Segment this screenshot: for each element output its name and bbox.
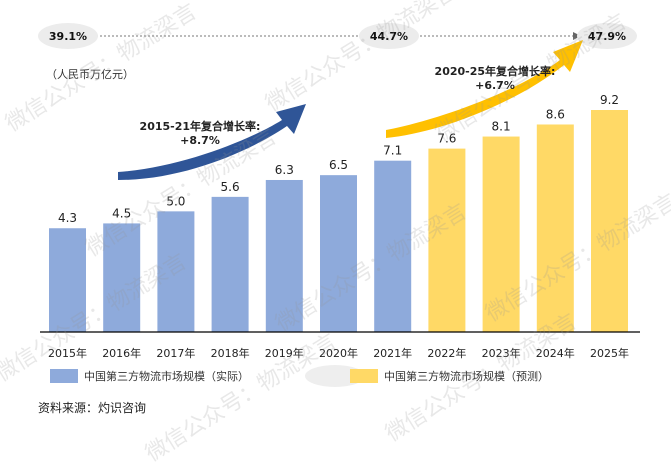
value-label: 7.1 <box>383 144 402 158</box>
x-tick-label: 2015年 <box>48 346 87 360</box>
legend-forecast-label: 中国第三方物流市场规模（预测） <box>384 370 549 383</box>
legend-actual: 中国第三方物流市场规模（实际） <box>50 368 249 384</box>
share-marker-bubble <box>577 23 637 49</box>
x-tick-label: 2017年 <box>156 346 195 360</box>
share-marker-label: 44.7% <box>370 30 408 43</box>
value-label: 5.6 <box>221 180 240 194</box>
bar-2022年 <box>428 148 466 332</box>
cagr-label-line: 2020-25年复合增长率: <box>435 64 556 78</box>
bar-2025年 <box>591 110 628 332</box>
bars <box>49 110 628 333</box>
value-label: 5.0 <box>166 194 185 208</box>
unit-label: （人民币万亿元） <box>46 68 134 81</box>
x-tick-label: 2022年 <box>427 346 466 360</box>
growth-arrows: 2015-21年复合增长率: +8.7% 2020-25年复合增长率: +6.7% <box>118 40 583 180</box>
x-tick-label: 2023年 <box>482 346 521 360</box>
bar-2018年 <box>211 196 249 332</box>
legend-actual-label: 中国第三方物流市场规模（实际） <box>84 370 249 383</box>
value-label: 8.6 <box>546 107 565 121</box>
value-label: 8.1 <box>492 120 511 134</box>
value-label: 4.3 <box>58 211 77 225</box>
bar-2015年 <box>49 228 86 332</box>
share-marker-bubble <box>38 23 98 49</box>
bar-2020年 <box>320 175 357 332</box>
share-marker-label: 39.1% <box>49 30 87 43</box>
value-label: 9.2 <box>600 93 619 107</box>
x-tick-label: 2018年 <box>211 346 250 360</box>
bar-2021年 <box>374 160 412 332</box>
x-tick-label: 2016年 <box>102 346 141 360</box>
x-tick-label: 2025年 <box>590 346 629 360</box>
x-tick-label: 2019年 <box>265 346 304 360</box>
value-label: 4.5 <box>112 206 131 220</box>
legend-forecast-swatch <box>350 369 378 383</box>
cagr-label: 2020-25年复合增长率: +6.7% <box>435 64 556 92</box>
bar-2016年 <box>103 223 141 332</box>
x-tick-labels: 2015年 2016年 2017年 2018年 2019年 2020年 2021年 2022年… <box>48 346 629 360</box>
share-marker-label: 47.9% <box>588 30 626 43</box>
bar-2024年 <box>536 124 574 333</box>
cagr-label: 2015-21年复合增长率: +8.7% <box>140 119 261 147</box>
x-tick-label: 2024年 <box>536 346 575 360</box>
value-label: 6.5 <box>329 158 348 172</box>
bar-2023年 <box>482 136 520 332</box>
value-label: 7.6 <box>437 132 456 146</box>
value-labels: 4.3 4.5 5.0 5.6 6.3 6.5 7.1 7.6 8.1 8.6 9.2 <box>58 93 619 225</box>
share-marker-bubble <box>359 23 419 49</box>
value-label: 6.3 <box>275 163 294 177</box>
source-note: 资料来源：灼识咨询 <box>38 401 147 415</box>
x-tick-label: 2021年 <box>373 346 412 360</box>
cagr-label-line: +8.7% <box>180 134 220 147</box>
cagr-label-line: 2015-21年复合增长率: <box>140 119 261 133</box>
x-tick-label: 2020年 <box>319 346 358 360</box>
legend-actual-swatch <box>50 369 78 383</box>
cagr-label-line: +6.7% <box>475 79 515 92</box>
growth-arrow-2020-25 <box>386 40 583 138</box>
bar-2019年 <box>265 179 303 332</box>
growth-arrow-2015-21 <box>118 104 306 180</box>
bar-2017年 <box>157 211 195 332</box>
legend-forecast: 中国第三方物流市场规模（预测） <box>350 368 549 384</box>
